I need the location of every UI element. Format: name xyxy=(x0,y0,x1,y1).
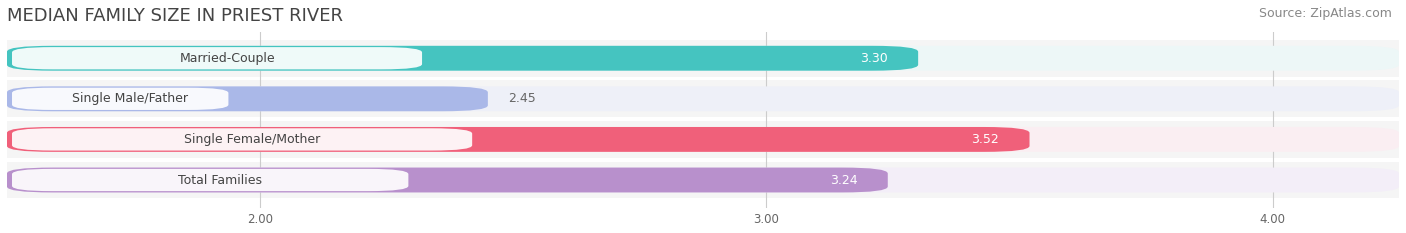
FancyBboxPatch shape xyxy=(7,40,1399,77)
FancyBboxPatch shape xyxy=(13,47,422,69)
Text: MEDIAN FAMILY SIZE IN PRIEST RIVER: MEDIAN FAMILY SIZE IN PRIEST RIVER xyxy=(7,7,343,25)
Text: 3.30: 3.30 xyxy=(860,52,887,65)
FancyBboxPatch shape xyxy=(7,162,1399,198)
FancyBboxPatch shape xyxy=(7,121,1399,158)
Text: 2.45: 2.45 xyxy=(508,92,536,105)
Text: Source: ZipAtlas.com: Source: ZipAtlas.com xyxy=(1258,7,1392,20)
FancyBboxPatch shape xyxy=(7,127,1399,152)
Text: Single Male/Father: Single Male/Father xyxy=(72,92,188,105)
Text: Married-Couple: Married-Couple xyxy=(180,52,276,65)
Text: Total Families: Total Families xyxy=(179,174,263,186)
FancyBboxPatch shape xyxy=(7,46,918,71)
FancyBboxPatch shape xyxy=(13,128,472,151)
Text: Single Female/Mother: Single Female/Mother xyxy=(184,133,321,146)
Text: 3.52: 3.52 xyxy=(972,133,1000,146)
FancyBboxPatch shape xyxy=(7,168,1399,192)
FancyBboxPatch shape xyxy=(7,80,1399,117)
FancyBboxPatch shape xyxy=(7,86,488,111)
FancyBboxPatch shape xyxy=(13,88,228,110)
FancyBboxPatch shape xyxy=(13,169,408,191)
FancyBboxPatch shape xyxy=(7,168,887,192)
FancyBboxPatch shape xyxy=(7,127,1029,152)
FancyBboxPatch shape xyxy=(7,46,1399,71)
Text: 3.24: 3.24 xyxy=(830,174,858,186)
FancyBboxPatch shape xyxy=(7,86,1399,111)
